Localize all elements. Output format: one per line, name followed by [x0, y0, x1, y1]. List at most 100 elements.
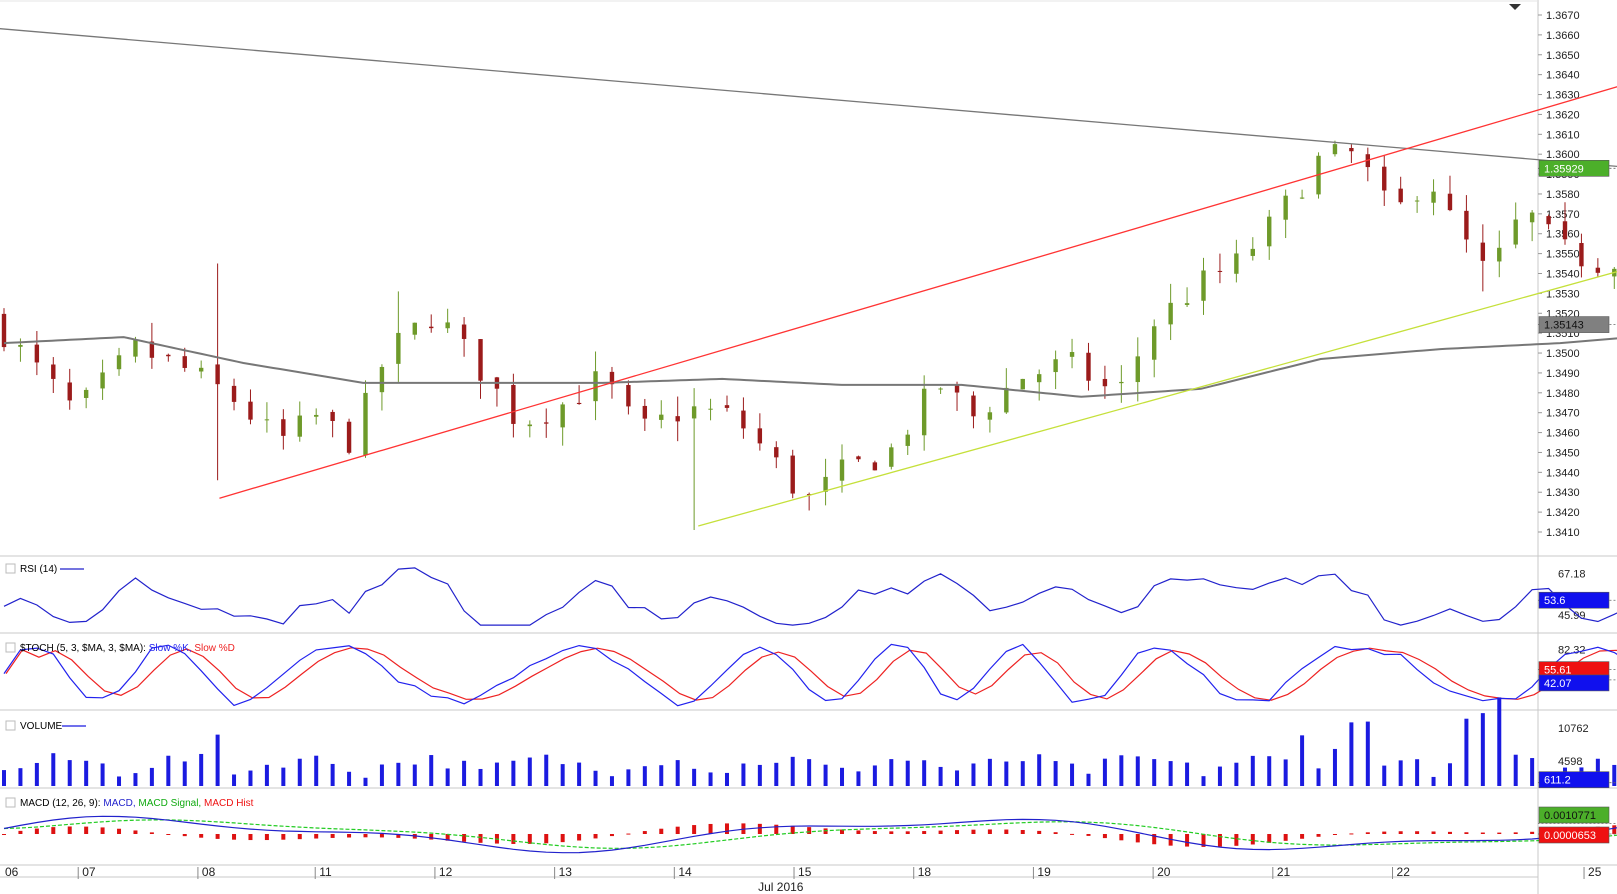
macd-hist-bar [1382, 831, 1387, 834]
volume-bar [757, 764, 762, 786]
candle-body [1004, 387, 1009, 413]
volume-bar [741, 763, 746, 786]
candle [839, 444, 845, 493]
month-label: Jul 2016 [758, 880, 804, 894]
close-panel-icon[interactable] [5, 642, 16, 653]
volume-bar [297, 758, 302, 786]
macd-hist-bar [363, 834, 368, 838]
macd-hist-bar [1201, 834, 1206, 847]
candle-body [1152, 326, 1157, 360]
price-tick-label: 1.3410 [1546, 527, 1580, 539]
candle-body [987, 412, 993, 420]
candle [1382, 154, 1387, 206]
candle [1152, 319, 1157, 378]
close-panel-icon[interactable] [5, 720, 16, 731]
volume-bar [1135, 756, 1140, 786]
candle [889, 443, 894, 470]
rsi-tick-label: 67.18 [1558, 568, 1586, 580]
candle [823, 458, 828, 506]
time-tick-label: 25 [1588, 865, 1602, 879]
volume-bar [133, 773, 138, 786]
volume-bar [1037, 754, 1042, 786]
macd-name: MACD, [103, 798, 135, 809]
price-tick-label: 1.3500 [1546, 348, 1580, 360]
candle [1595, 258, 1601, 278]
rsi-panel[interactable]: 67.18 45.99 53.6 [3, 567, 1617, 626]
close-panel-icon[interactable] [5, 797, 16, 808]
volume-bar [379, 764, 384, 786]
macd-hist-bar [18, 830, 23, 834]
macd-hist-bar [429, 834, 434, 840]
candle-body [215, 364, 220, 385]
candle [231, 378, 237, 411]
macd-hist-last-badge [1538, 826, 1610, 844]
candle-body [905, 434, 910, 446]
price-tick-label: 1.3450 [1546, 447, 1580, 459]
candle [1513, 202, 1518, 249]
volume-bar [1300, 735, 1305, 786]
price-tick-label: 1.3650 [1546, 50, 1580, 62]
candle-body [1513, 219, 1518, 245]
volume-bar [544, 754, 549, 786]
candle-body [1349, 147, 1354, 152]
macd-hist-bar [478, 834, 483, 843]
time-tick-label: 07 [82, 865, 96, 879]
macd-hist-bar [264, 834, 269, 841]
volume-panel[interactable]: 10762 4598 611.2 [2, 697, 1617, 788]
collapse-arrow-icon[interactable] [1509, 4, 1521, 10]
macd-panel[interactable]: 0.0010771 0.0000653 [2, 806, 1617, 854]
close-panel-icon[interactable] [5, 563, 16, 574]
macd-hist-bar [1086, 834, 1091, 836]
candle-body [313, 414, 319, 417]
volume-bar [1332, 748, 1337, 786]
candle [1234, 239, 1239, 283]
macd-hist-bar [281, 834, 286, 840]
candle [1, 308, 7, 352]
volume-bar [1234, 762, 1239, 786]
volume-bar [412, 764, 417, 786]
candle [675, 396, 680, 442]
volume-bar [18, 768, 23, 786]
macd-hist-bar [790, 825, 795, 834]
candle [396, 291, 401, 382]
upper-channel-trendline[interactable] [219, 19, 1617, 499]
candle-body [1234, 253, 1239, 274]
candle-body [264, 419, 270, 421]
candle-body [1480, 242, 1486, 261]
candle-body [1579, 243, 1584, 267]
candle-body [1217, 270, 1223, 272]
candle [1250, 237, 1255, 261]
stoch-label: $TOCH (5, 3, $MA, 3, $MA): [20, 643, 146, 654]
rsi-label: RSI (14) [20, 564, 57, 575]
volume-bar [182, 761, 187, 786]
candle [1480, 224, 1486, 292]
descending-trendline[interactable] [0, 25, 1617, 186]
lower-channel-trendline[interactable] [698, 208, 1617, 527]
volume-bar [248, 770, 253, 786]
macd-hist-bar [1365, 832, 1370, 834]
stoch-tick-label: 82.32 [1558, 644, 1586, 656]
candle [642, 398, 648, 431]
volume-bar [166, 755, 171, 786]
volume-bar [790, 756, 795, 786]
volume-bar [1267, 756, 1272, 786]
macd-hist-bar [1053, 832, 1058, 834]
volume-legend: VOLUME [5, 720, 86, 732]
macd-hist-bar [905, 831, 910, 834]
volume-label: VOLUME [20, 721, 63, 732]
candle [1546, 214, 1551, 230]
macd-hist-bar [1316, 834, 1321, 837]
candle [1102, 365, 1108, 399]
macd-hist-bar [117, 828, 122, 834]
price-tick-label: 1.3610 [1546, 129, 1580, 141]
volume-bar [1530, 758, 1535, 786]
volume-bar [905, 760, 910, 786]
price-tick-label: 1.3470 [1546, 408, 1580, 420]
candle [1201, 257, 1206, 315]
candle [461, 317, 467, 357]
stoch-legend: $TOCH (5, 3, $MA, 3, $MA): Slow %K, Slow… [5, 642, 235, 654]
macd-hist-bar [675, 826, 680, 834]
